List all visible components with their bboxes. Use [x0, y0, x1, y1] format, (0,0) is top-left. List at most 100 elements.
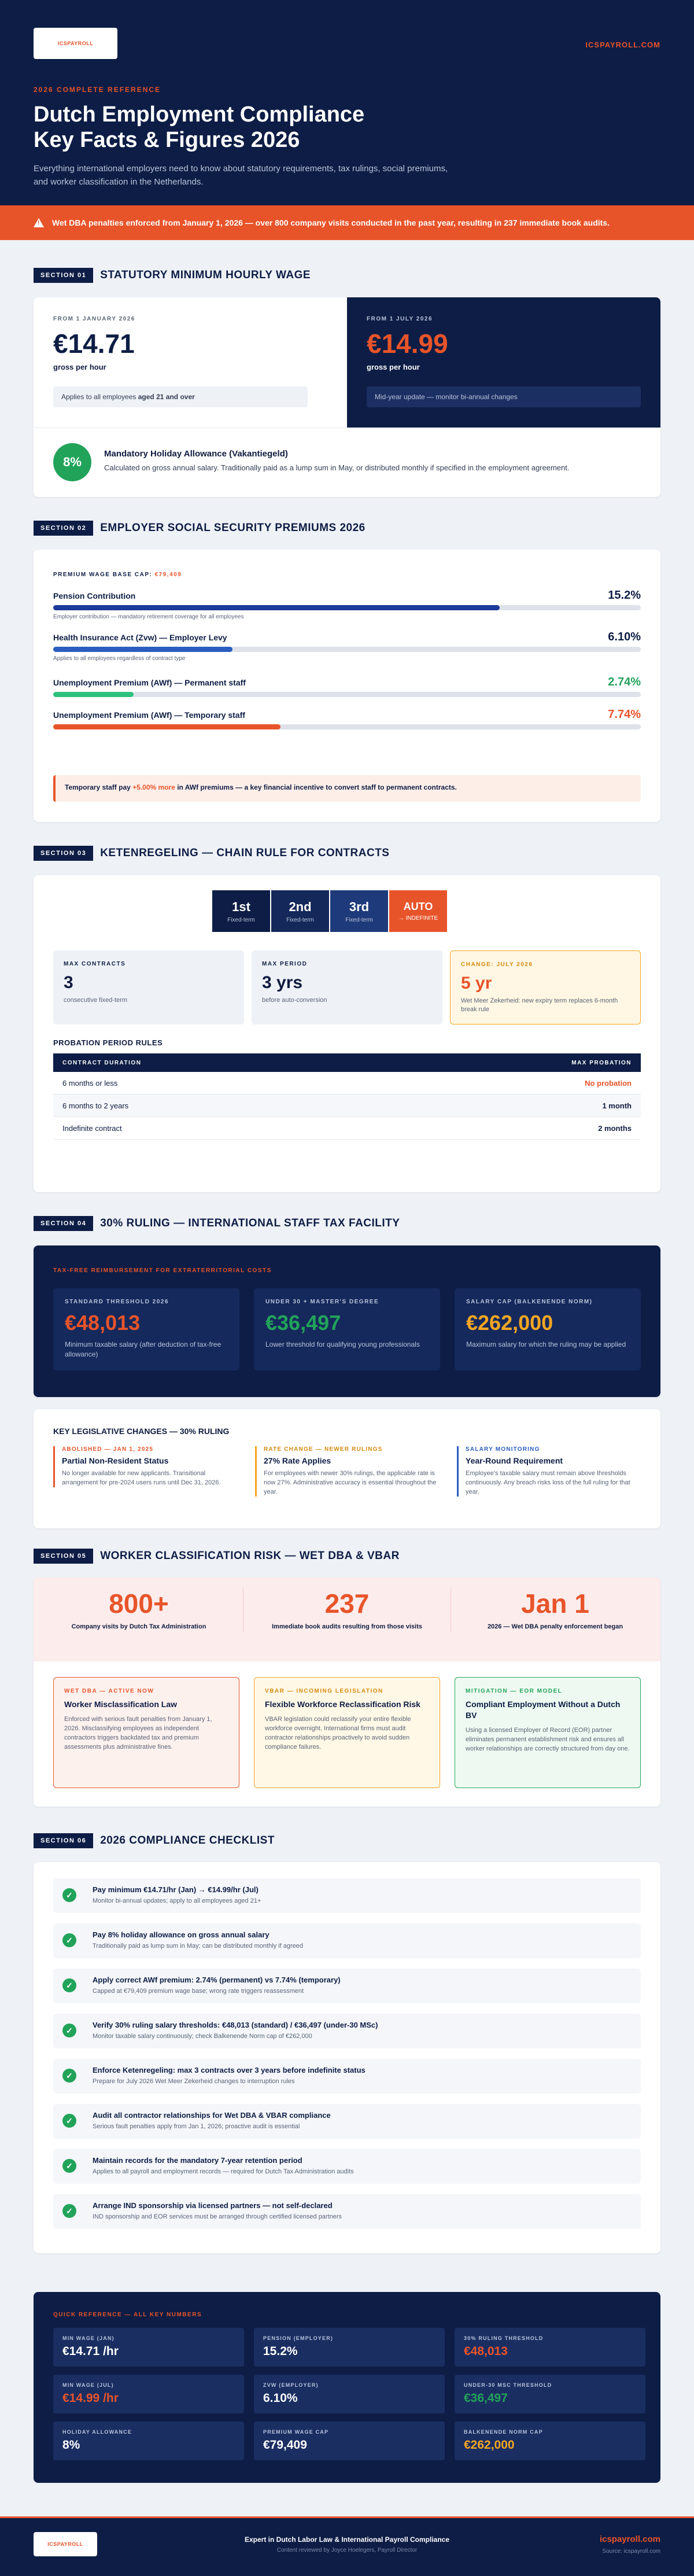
checklist-item-desc: Monitor bi-annual updates; apply to all … [93, 1897, 261, 1904]
section-title: EMPLOYER SOCIAL SECURITY PREMIUMS 2026 [100, 522, 366, 534]
wage-jan-label: FROM 1 JANUARY 2026 [53, 316, 135, 322]
section-premiums: SECTION 02 EMPLOYER SOCIAL SECURITY PREMI… [34, 520, 660, 822]
reference-value: 15.2% [263, 2345, 298, 2358]
footer-line1: Expert in Dutch Labor Law & Internationa… [244, 2536, 450, 2544]
check-icon: ✓ [62, 2024, 76, 2037]
premium-name: Unemployment Premium (AWf) — Temporary s… [53, 710, 245, 720]
section-tag: SECTION 02 [34, 521, 94, 536]
reference-key: ZVW (EMPLOYER) [263, 2382, 319, 2388]
table-header: CONTRACT DURATION MAX PROBATION [53, 1053, 641, 1072]
check-icon: ✓ [62, 2114, 76, 2128]
checklist-item-title: Arrange IND sponsorship via licensed par… [93, 2201, 333, 2210]
change-item: ABOLISHED — JAN 1, 2025 Partial Non-Resid… [53, 1446, 237, 1487]
reference-value: €48,013 [464, 2345, 508, 2358]
premium-bar [53, 605, 641, 610]
section-30-ruling: SECTION 04 30% RULING — INTERNATIONAL STA… [34, 1215, 660, 1528]
section-title: KETENREGELING — CHAIN RULE FOR CONTRACTS [100, 847, 390, 859]
holiday-badge: 8% [53, 443, 91, 481]
threshold-standard: STANDARD THRESHOLD 2026 €48,013 Minimum ta… [53, 1288, 239, 1370]
hero-intro: Everything international employers need … [34, 164, 448, 187]
reference-item: 30% RULING THRESHOLD €48,013 [455, 2328, 645, 2367]
checklist-item-desc: IND sponsorship and EOR services must be… [93, 2213, 342, 2220]
check-icon: ✓ [62, 1978, 76, 1992]
check-icon: ✓ [62, 1888, 76, 1902]
table-row: 6 months or less No probation [53, 1072, 641, 1094]
reference-value: €36,497 [464, 2391, 508, 2405]
wage-card: FROM 1 JANUARY 2026 €14.71 gross per hou… [34, 297, 660, 497]
warning-icon [34, 218, 44, 227]
section-checklist: SECTION 06 2026 COMPLIANCE CHECKLIST ✓ Pay… [34, 1833, 660, 2253]
table-row: 6 months to 2 years 1 month [53, 1094, 641, 1117]
premium-bar [53, 724, 641, 729]
premium-name: Pension Contribution [53, 591, 136, 600]
chain-step: 3rd Fixed-term [330, 890, 388, 932]
premium-bar-fill [53, 724, 281, 729]
alert-banner: Wet DBA penalties enforced from January … [0, 205, 694, 240]
premium-bar-fill [53, 692, 134, 697]
premium-bar [53, 692, 641, 697]
checklist-card: ✓ Pay minimum €14.71/hr (Jan) → €14.99/hr… [34, 1862, 660, 2253]
wage-jul-label: FROM 1 JULY 2026 [367, 316, 433, 322]
checklist-item-title: Apply correct AWf premium: 2.74% (perman… [93, 1976, 341, 1984]
hero-kicker: 2026 COMPLETE REFERENCE [34, 86, 161, 94]
checklist-item-desc: Serious fault penalties apply from Jan 1… [93, 2123, 300, 2130]
reference-key: PENSION (EMPLOYER) [263, 2335, 334, 2341]
premium-bar [53, 647, 641, 652]
kpi-audits: 237 Immediate book audits resulting from … [243, 1588, 451, 1631]
quick-reference: QUICK REFERENCE — ALL KEY NUMBERS MIN WA… [34, 2292, 660, 2483]
holiday-allowance: 8% Mandatory Holiday Allowance (Vakantie… [34, 428, 660, 497]
reference-item: BALKENENDE NORM CAP €262,000 [455, 2422, 645, 2460]
wage-jan-unit: gross per hour [53, 363, 106, 371]
footer-line2: Content reviewed by Joyce Hoelegers, Pay… [276, 2547, 418, 2553]
change-item: RATE CHANGE — NEWER RULINGS 27% Rate Appl… [255, 1446, 439, 1497]
premium-row: Unemployment Premium (AWf) — Temporary s… [53, 708, 641, 729]
kpi-enforcement: Jan 1 2026 — Wet DBA penalty enforcement … [487, 1589, 623, 1630]
checklist-item: ✓ Enforce Ketenregeling: max 3 contracts … [53, 2059, 641, 2094]
reference-key: MIN WAGE (JUL) [62, 2382, 114, 2388]
checklist-item-title: Pay 8% holiday allowance on gross annual… [93, 1930, 270, 1939]
section-title: STATUTORY MINIMUM HOURLY WAGE [100, 269, 311, 281]
reference-item: MIN WAGE (JAN) €14.71 /hr [53, 2328, 244, 2367]
risk-eor: MITIGATION — EOR MODEL Compliant Employme… [455, 1677, 641, 1788]
alert-text: Wet DBA penalties enforced from January … [52, 218, 610, 227]
checklist-item-title: Enforce Ketenregeling: max 3 contracts o… [93, 2066, 366, 2074]
checklist-item-desc: Monitor taxable salary continuously; che… [93, 2033, 312, 2040]
check-icon: ✓ [62, 1933, 76, 1947]
reference-value: €14.99 /hr [62, 2391, 119, 2405]
reference-key: 30% RULING THRESHOLD [464, 2335, 544, 2341]
footer-logo[interactable]: ICSPAYROLL [34, 2532, 97, 2556]
reference-value: 8% [62, 2438, 80, 2452]
chain-card: 1st Fixed-term 2nd Fixed-term 3rd Fixed-ter… [34, 875, 660, 1192]
reference-key: BALKENENDE NORM CAP [464, 2429, 543, 2435]
section-tag: SECTION 06 [34, 1833, 94, 1848]
contract-chain: 1st Fixed-term 2nd Fixed-term 3rd Fixed-ter… [212, 890, 448, 932]
section-title: WORKER CLASSIFICATION RISK — WET DBA & V… [100, 1550, 400, 1562]
page-title: Dutch Employment Compliance Key Facts & F… [34, 102, 365, 152]
reference-item: MIN WAGE (JUL) €14.99 /hr [53, 2375, 244, 2413]
section-classification: SECTION 05 WORKER CLASSIFICATION RISK — W… [34, 1548, 660, 1807]
checklist-item: ✓ Maintain records for the mandatory 7-ye… [53, 2149, 641, 2184]
holiday-title: Mandatory Holiday Allowance (Vakantiegel… [104, 449, 288, 459]
table-row: Indefinite contract 2 months [53, 1117, 641, 1140]
section-tag: SECTION 01 [34, 268, 94, 283]
reference-value: 6.10% [263, 2391, 298, 2405]
stat-max-period: MAX PERIOD 3 yrs before auto-conversion [252, 950, 442, 1024]
holiday-desc: Calculated on gross annual salary. Tradi… [104, 463, 570, 472]
wage-jul-value: €14.99 [367, 329, 448, 359]
threshold-under-30: UNDER 30 + MASTER'S DEGREE €36,497 Lower t… [254, 1288, 440, 1370]
site-link[interactable]: ICSPAYROLL.COM [585, 40, 660, 49]
checklist-item: ✓ Pay 8% holiday allowance on gross annua… [53, 1923, 641, 1958]
checklist-item-desc: Applies to all payroll and employment re… [93, 2168, 354, 2175]
ruling-kicker: TAX-FREE REIMBURSEMENT FOR EXTRATERRITOR… [53, 1267, 272, 1274]
premium-bar-fill [53, 605, 500, 610]
check-icon: ✓ [62, 2204, 76, 2218]
wage-jul-unit: gross per hour [367, 363, 420, 371]
checklist-item-title: Verify 30% ruling salary thresholds: €48… [93, 2021, 378, 2029]
footer-site-link[interactable]: icspayroll.com [599, 2534, 660, 2544]
reference-key: PREMIUM WAGE CAP [263, 2429, 329, 2435]
temp-staff-callout: Temporary staff pay +5.00% more in AWf p… [53, 775, 641, 802]
reference-key: UNDER-30 MSC THRESHOLD [464, 2382, 552, 2388]
company-logo[interactable]: ICSPAYROLL [34, 28, 117, 59]
changes-title: KEY LEGISLATIVE CHANGES — 30% RULING [53, 1427, 230, 1436]
chain-step-auto: AUTO → INDEFINITE [389, 890, 447, 932]
